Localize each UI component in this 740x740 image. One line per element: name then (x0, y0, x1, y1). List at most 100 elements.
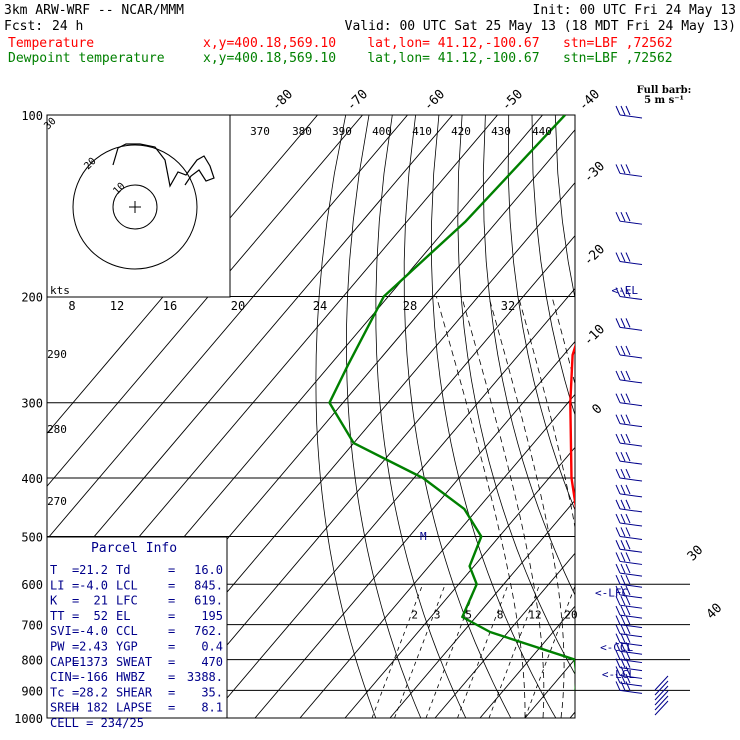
mixing-ratio-line (371, 584, 424, 718)
mixing-ratio-label: 3 (434, 609, 441, 622)
wind-barb-flag (615, 633, 621, 643)
parcel-param-name: CAPE (50, 655, 79, 669)
wind-barb-shaft (619, 650, 643, 655)
wind-barb-flag (620, 468, 626, 479)
hodo-speed-label: 24 (313, 299, 327, 313)
barb-key-line2: 5 m s⁻¹ (644, 95, 684, 106)
wind-barb-flag (620, 624, 626, 634)
wind-barb-flag (625, 575, 631, 585)
wind-barb-flag (625, 615, 631, 625)
dry-adiabat (431, 115, 557, 718)
wind-barb-flag (615, 345, 621, 356)
isotherm (47, 115, 453, 593)
parcel-param-name: SVI (50, 624, 72, 638)
wind-barb-flag (625, 252, 631, 262)
wind-barb-flag (615, 658, 621, 668)
wind-barb-shaft (619, 423, 643, 428)
isotherm-label: 0 (589, 401, 605, 417)
wind-barb-flag (620, 211, 626, 222)
parcel-param-eq: = (168, 624, 175, 638)
wind-barb-shaft (619, 522, 643, 527)
wind-barb-flag (620, 499, 626, 510)
wind-barb-flag (620, 433, 626, 444)
parcel-param-name: HWBZ (116, 670, 145, 684)
wind-barb-flag (625, 666, 631, 676)
wind-barb-flag (625, 681, 631, 691)
wind-barb-flag (615, 563, 621, 574)
parcel-param-value: 35. (201, 685, 223, 699)
isotherm (569, 711, 575, 718)
pressure-label: 900 (21, 684, 43, 698)
wind-barb-shaft (619, 614, 643, 619)
wind-barb-flag (620, 552, 626, 562)
isotherm (660, 115, 740, 718)
wind-barb-flag (620, 605, 626, 616)
parcel-param-value: 1373 (79, 655, 108, 669)
temperature-profile (569, 343, 575, 510)
parcel-param-name: LCL (116, 578, 138, 592)
wind-barb-flag (620, 370, 626, 381)
wind-barb-flag (625, 605, 631, 616)
wind-barb-flag (615, 287, 621, 297)
isotherm (254, 340, 575, 718)
wind-barb-flag (620, 414, 626, 424)
wind-barb-shaft (619, 548, 643, 553)
dry-adiabat (672, 115, 740, 718)
pressure-label: 300 (21, 397, 43, 411)
wind-barb-flag (620, 540, 626, 550)
parcel-param-value: 52 (94, 609, 108, 623)
parcel-param-value: 762. (194, 624, 223, 638)
isotherm-label: -80 (269, 87, 296, 114)
wind-barb-flag (625, 164, 631, 174)
isotherm-label: 30 (685, 543, 707, 565)
isotherm-label: -50 (499, 87, 526, 114)
wind-barb-flag (625, 552, 631, 562)
temp-legend: Temperature (8, 36, 94, 51)
wind-barb-flag (615, 552, 621, 562)
parcel-param-eq: = (72, 624, 79, 638)
theta-label: 380 (292, 125, 312, 138)
dry-adiabat (579, 115, 740, 718)
wind-barb-flag (615, 393, 621, 403)
wind-barb-flag (620, 642, 626, 652)
low-level-barb (654, 695, 669, 711)
parcel-info-box (46, 536, 228, 719)
isotherm (479, 605, 575, 718)
moist-adiabat (518, 296, 575, 530)
hodo-kts-label: kts (50, 284, 70, 297)
wind-barb-flag (625, 650, 631, 660)
wind-barb-shaft (619, 114, 643, 119)
wind-barb-shaft (619, 296, 643, 301)
isotherm-label: -20 (581, 242, 608, 269)
model-title: 3km ARW-WRF -- NCAR/MMM (4, 3, 184, 18)
parcel-param-name: CIN (50, 670, 72, 684)
dew-legend: Dewpoint temperature (8, 51, 165, 66)
wind-barb-flag (625, 211, 631, 222)
wind-barb-flag (625, 513, 631, 524)
wind-barb-shaft (619, 682, 643, 687)
hodo-ring-20 (72, 144, 198, 270)
wind-barb-flag (620, 105, 626, 116)
parcel-param-eq: = (168, 609, 175, 623)
wind-barb-flag (625, 105, 631, 116)
wind-barb-flag (625, 658, 631, 668)
dry-adiabat (625, 115, 740, 718)
hodo-speed-label: 16 (163, 299, 177, 313)
wind-barb-shaft (619, 633, 643, 638)
low-level-barb (654, 690, 669, 706)
freezing-level-marker: M (420, 530, 427, 543)
wind-barb-shaft (619, 594, 643, 599)
wind-barb-shaft (619, 220, 643, 225)
dry-adiabat (315, 115, 377, 718)
dry-adiabat (531, 115, 575, 417)
moist-adiabat (436, 296, 526, 718)
hodo-speed-label: 8 (68, 299, 75, 313)
temp-location: x,y=400.18,569.10 lat,lon= 41.12,-100.67… (203, 36, 673, 51)
parcel-param-eq: = (168, 563, 175, 577)
wind-barb-flag (625, 484, 631, 495)
parcel-param-value: 182 (86, 701, 108, 715)
wind-barb-flag (620, 666, 626, 676)
parcel-param-value: 21 (94, 594, 108, 608)
dry-adiabat (375, 115, 467, 718)
wind-barb-shaft (619, 674, 643, 679)
